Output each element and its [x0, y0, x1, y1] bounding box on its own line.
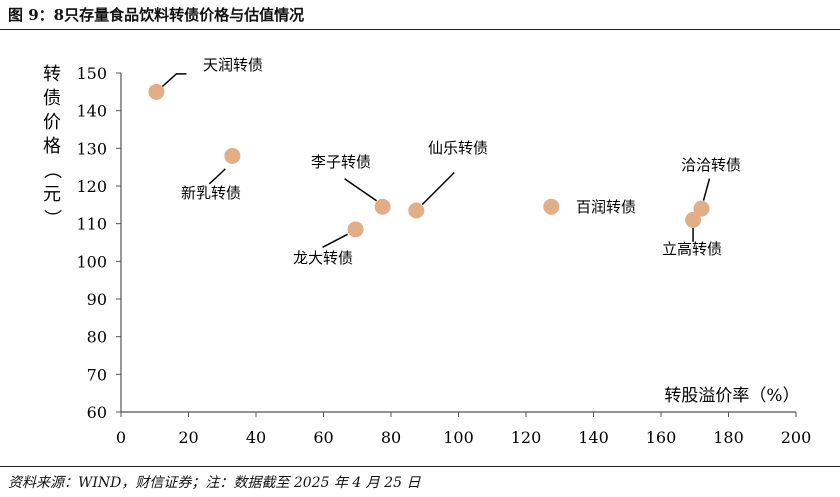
data-label: 立高转债: [662, 240, 722, 258]
leader-line: [208, 168, 226, 185]
data-point: [543, 198, 560, 215]
source-note: 资料来源：WIND，财信证券；注：数据截至 2025 年 4 月 25 日: [8, 475, 421, 491]
y-tick-label: 70: [87, 365, 107, 384]
data-label: 新乳转债: [181, 184, 241, 202]
y-tick-label: 130: [76, 139, 107, 158]
y-tick-label: 100: [76, 252, 107, 271]
data-point: [408, 202, 425, 219]
x-tick-label: 120: [511, 428, 542, 447]
x-tick-label: 80: [381, 428, 401, 447]
leader-line: [344, 178, 377, 202]
top-rule: [0, 29, 840, 30]
x-tick-label: 60: [313, 428, 333, 447]
data-point: [374, 198, 391, 215]
leader-line: [155, 73, 187, 93]
data-label: 洽洽转债: [681, 156, 741, 174]
x-tick-label: 200: [781, 428, 812, 447]
data-point: [685, 211, 702, 228]
leader-line: [702, 178, 711, 201]
data-label: 百润转债: [576, 198, 636, 216]
data-label: 龙大转债: [293, 249, 353, 267]
y-tick-label: 90: [87, 290, 107, 309]
data-label: 天润转债: [203, 56, 263, 74]
tick-labels: 60 70 80 90 100 110 120 130 140 150 0 20 40 60 80 100 12…: [76, 64, 811, 447]
x-tick-label: 0: [116, 428, 126, 447]
y-tick-label: 60: [87, 403, 107, 422]
y-axis-label: 转债价格元: [43, 64, 61, 205]
figure-title: 图 9：8只存量食品饮料转债价格与估值情况: [8, 6, 305, 24]
data-point: [224, 147, 241, 164]
data-point: [693, 200, 710, 217]
y-axis-label-bracket: ）: [41, 209, 62, 227]
bottom-rule: [0, 466, 840, 467]
y-axis-label-bracket: （: [41, 161, 62, 179]
x-tick-label: 140: [578, 428, 609, 447]
leader-line: [421, 171, 455, 206]
data-point: [347, 221, 364, 238]
data-label: 仙乐转债: [428, 139, 488, 157]
x-tick-label: 160: [646, 428, 677, 447]
leader-line: [322, 233, 348, 248]
x-tick-label: 180: [713, 428, 744, 447]
data-label: 李子转债: [311, 153, 371, 171]
y-tick-label: 120: [76, 177, 107, 196]
x-tick-label: 20: [178, 428, 198, 447]
data-point: [148, 83, 165, 100]
y-tick-label: 80: [87, 328, 107, 347]
y-tick-label: 140: [76, 102, 107, 121]
x-tick-label: 40: [246, 428, 266, 447]
data-points: [148, 83, 710, 238]
x-axis-label: 转股溢价率（%）: [664, 386, 799, 406]
y-tick-label: 150: [76, 64, 107, 83]
x-tick-label: 100: [443, 428, 474, 447]
y-tick-label: 110: [76, 215, 107, 234]
